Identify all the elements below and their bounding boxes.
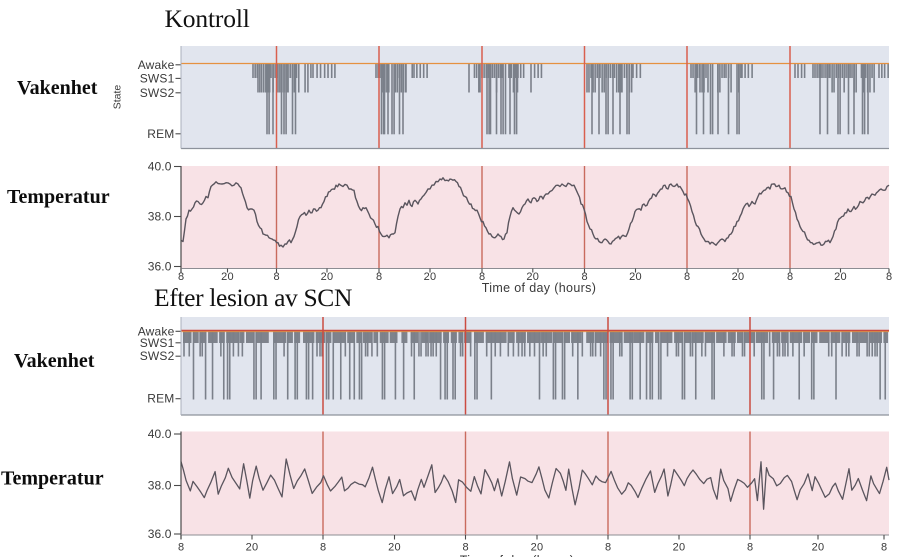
svg-text:38.0: 38.0	[148, 479, 172, 493]
svg-text:20: 20	[321, 271, 334, 283]
svg-text:8: 8	[684, 271, 690, 283]
svg-text:8: 8	[886, 271, 892, 283]
svg-text:SWS2: SWS2	[140, 349, 175, 363]
svg-text:20: 20	[629, 271, 642, 283]
svg-text:40.0: 40.0	[148, 427, 172, 441]
svg-text:8: 8	[462, 541, 468, 553]
svg-text:REM: REM	[147, 127, 174, 141]
svg-text:8: 8	[376, 271, 382, 283]
svg-text:20: 20	[526, 271, 539, 283]
svg-text:20: 20	[221, 271, 234, 283]
svg-text:SWS2: SWS2	[140, 86, 175, 100]
svg-text:20: 20	[834, 271, 847, 283]
svg-text:Time of day (hours): Time of day (hours)	[460, 554, 575, 557]
svg-text:8: 8	[747, 541, 753, 553]
svg-text:20: 20	[388, 541, 401, 553]
svg-text:Kontroll: Kontroll	[165, 4, 250, 33]
svg-text:Efter lesion av SCN: Efter lesion av SCN	[154, 283, 352, 312]
svg-text:20: 20	[246, 541, 259, 553]
svg-text:Awake: Awake	[138, 324, 175, 338]
svg-text:State: State	[112, 85, 124, 110]
svg-text:20: 20	[424, 271, 437, 283]
svg-text:36.0: 36.0	[148, 527, 172, 541]
svg-text:8: 8	[479, 271, 485, 283]
svg-text:8: 8	[605, 541, 611, 553]
svg-text:8: 8	[787, 271, 793, 283]
svg-text:20: 20	[673, 541, 686, 553]
svg-text:20: 20	[732, 271, 745, 283]
svg-text:Awake: Awake	[138, 58, 175, 72]
svg-text:8: 8	[273, 271, 279, 283]
svg-text:REM: REM	[147, 392, 174, 406]
svg-text:Vakenhet: Vakenhet	[17, 77, 98, 99]
svg-text:8: 8	[320, 541, 326, 553]
svg-text:8: 8	[178, 541, 184, 553]
svg-text:Temperatur: Temperatur	[7, 186, 110, 208]
svg-text:36.0: 36.0	[148, 260, 172, 274]
svg-text:8: 8	[581, 271, 587, 283]
svg-text:38.0: 38.0	[148, 210, 172, 224]
svg-text:SWS1: SWS1	[140, 336, 175, 350]
svg-text:Time of day (hours): Time of day (hours)	[482, 281, 597, 295]
svg-text:Vakenhet: Vakenhet	[14, 350, 95, 372]
svg-text:20: 20	[531, 541, 544, 553]
svg-text:20: 20	[812, 541, 825, 553]
svg-text:8: 8	[881, 541, 887, 553]
svg-text:40.0: 40.0	[148, 160, 172, 174]
svg-text:SWS1: SWS1	[140, 71, 175, 85]
svg-text:8: 8	[178, 271, 184, 283]
svg-text:Temperatur: Temperatur	[1, 468, 104, 490]
